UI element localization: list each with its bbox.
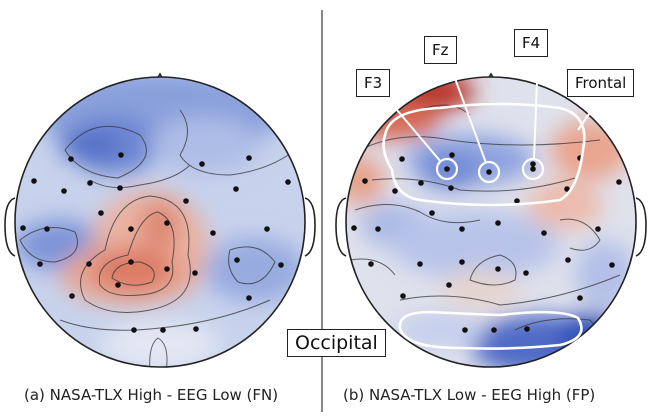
f4-electrode [530, 166, 536, 172]
head-outline [14, 76, 306, 368]
right-ear [635, 197, 647, 257]
f4-leader-line [533, 55, 539, 160]
fz-label: Fz [424, 36, 457, 64]
topomap-a [4, 72, 316, 368]
fz-electrode [486, 169, 492, 175]
occipital-region-outline [398, 310, 583, 350]
fz-leader-line [448, 61, 487, 164]
occipital-label: Occipital [287, 329, 386, 357]
caption-panel-a: (a) NASA-TLX High - EEG Low (FN) [24, 386, 279, 404]
f3-highlight-ring [435, 157, 459, 181]
frontal-region-outline [382, 102, 586, 207]
left-ear [4, 197, 16, 257]
f3-leader-line [385, 96, 442, 163]
caption-panel-b: (b) NASA-TLX Low - EEG High (FP) [343, 386, 596, 404]
frontal-leader-line [577, 97, 601, 131]
f3-label: F3 [356, 69, 391, 97]
left-ear [335, 197, 347, 257]
f4-label: F4 [514, 29, 549, 57]
frontal-label: Frontal [567, 69, 635, 97]
topomap-b [335, 55, 647, 368]
right-ear [304, 197, 316, 257]
fz-highlight-ring [477, 160, 501, 184]
f3-electrode [444, 166, 450, 172]
head-outline [345, 76, 637, 368]
f4-highlight-ring [521, 157, 545, 181]
